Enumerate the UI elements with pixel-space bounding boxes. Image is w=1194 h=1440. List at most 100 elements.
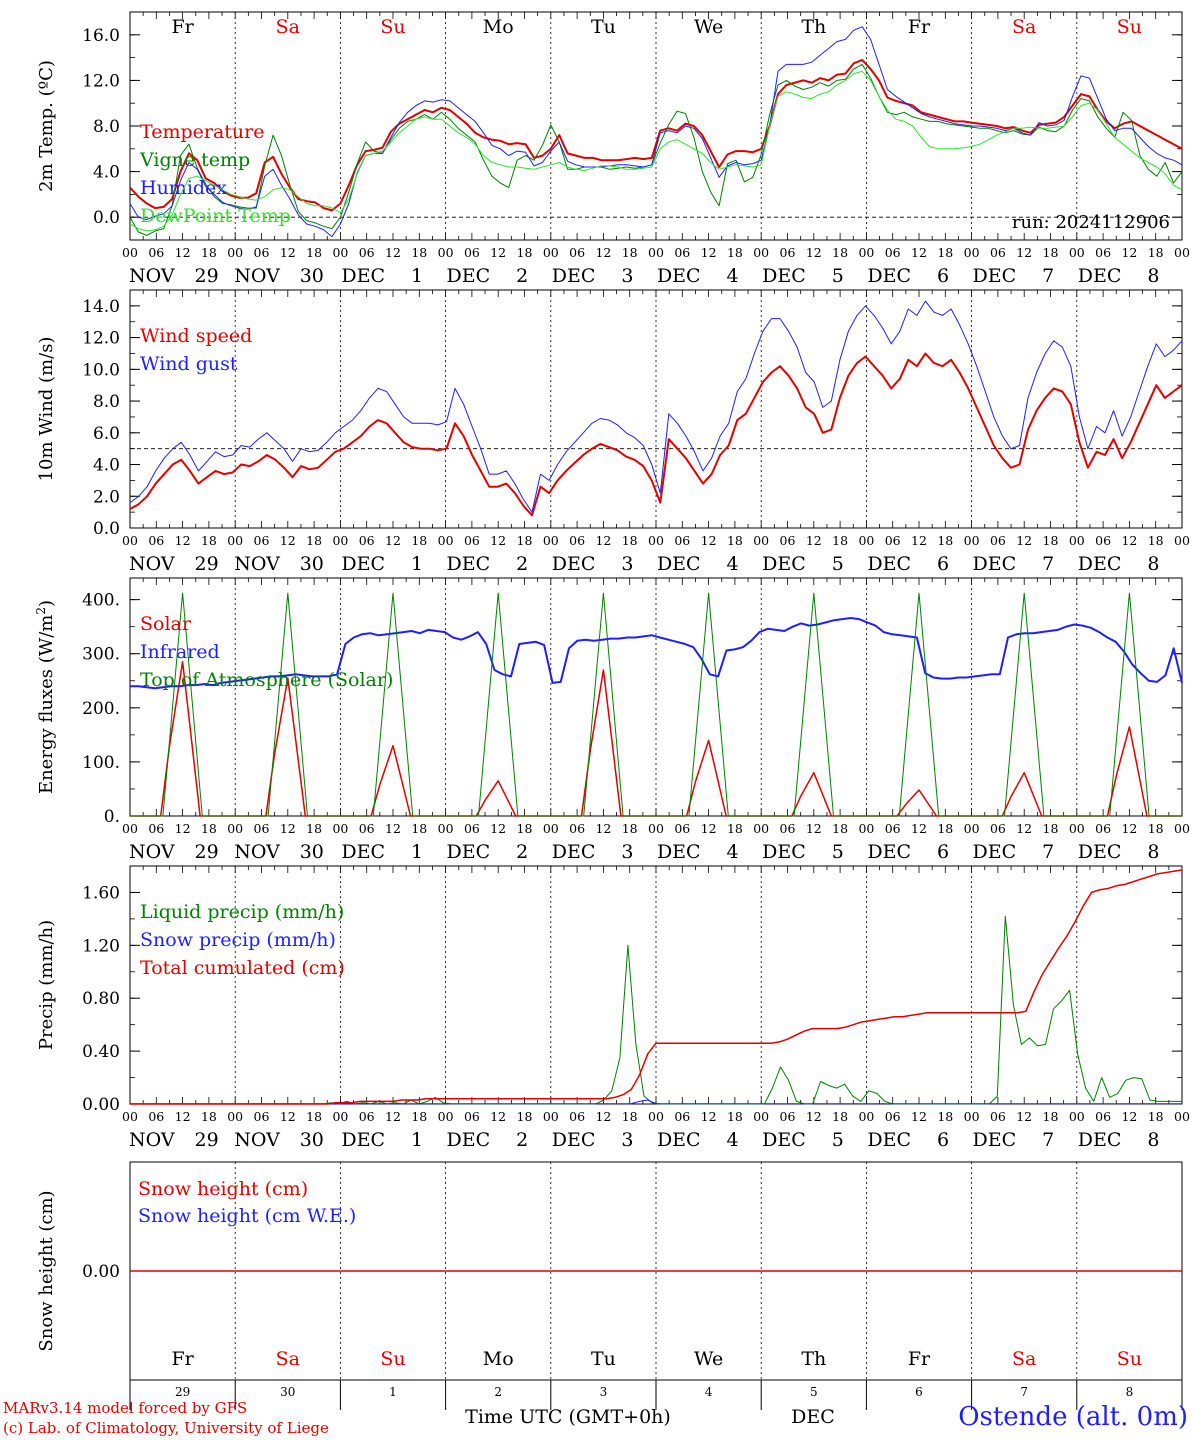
weekday-label: Mo xyxy=(483,1348,514,1370)
hour-tick-label: 12 xyxy=(701,1109,717,1124)
hour-tick-label: 06 xyxy=(780,821,796,836)
date-label: 8 xyxy=(1126,1385,1134,1399)
date-day-label: 7 xyxy=(1042,553,1054,575)
hour-tick-label: 12 xyxy=(595,1109,611,1124)
model-credit: MARv3.14 model forced by GFS xyxy=(3,1399,248,1417)
y-tick-label: 4.0 xyxy=(93,163,120,183)
copyright-credit: (c) Lab. of Climatology, University of L… xyxy=(3,1419,329,1437)
x-axis-label: Time UTC (GMT+0h) xyxy=(465,1406,671,1428)
hour-tick-label: 12 xyxy=(1121,533,1137,548)
hour-tick-label: 18 xyxy=(411,245,427,260)
hour-tick-label: 18 xyxy=(411,1109,427,1124)
hour-tick-label: 06 xyxy=(359,1109,375,1124)
hour-tick-label: 00 xyxy=(1069,1109,1085,1124)
hour-tick-label: 06 xyxy=(254,245,270,260)
hour-tick-label: 00 xyxy=(438,821,454,836)
hour-tick-label: 00 xyxy=(1069,821,1085,836)
hour-tick-label: 18 xyxy=(832,821,848,836)
hour-tick-label: 06 xyxy=(990,1109,1006,1124)
hour-tick-label: 18 xyxy=(411,533,427,548)
legend-entry: Top of Atmosphere (Solar) xyxy=(140,669,393,691)
hour-tick-label: 18 xyxy=(727,245,743,260)
date-day-label: 6 xyxy=(937,553,949,575)
y-tick-label: 100. xyxy=(82,753,120,773)
y-tick-label: 10.0 xyxy=(82,360,120,380)
hour-tick-label: 00 xyxy=(648,533,664,548)
hour-tick-label: 12 xyxy=(490,533,506,548)
y-tick-label: 0. xyxy=(104,807,120,827)
hour-tick-label: 12 xyxy=(280,1109,296,1124)
y-tick-label: 400. xyxy=(82,591,120,611)
hour-tick-label: 06 xyxy=(464,533,480,548)
weekday-label: Sa xyxy=(276,16,300,38)
date-month-label: NOV xyxy=(234,553,280,575)
date-day-label: 30 xyxy=(300,1129,324,1151)
hour-tick-label: 18 xyxy=(517,1109,533,1124)
hour-tick-label: 00 xyxy=(1069,533,1085,548)
date-label: 6 xyxy=(915,1385,923,1399)
weekday-label: Mo xyxy=(483,16,514,38)
legend-entry: Temperature xyxy=(140,121,264,143)
y-tick-label: 8.0 xyxy=(93,117,120,137)
date-day-label: 5 xyxy=(832,553,844,575)
date-month-label: DEC xyxy=(762,553,806,575)
date-label: 7 xyxy=(1020,1385,1028,1399)
hour-tick-label: 00 xyxy=(543,821,559,836)
hour-tick-label: 12 xyxy=(385,533,401,548)
date-month-label: DEC xyxy=(341,265,385,287)
y-tick-label: 6.0 xyxy=(93,424,120,444)
date-day-label: 30 xyxy=(300,265,324,287)
date-month-label: NOV xyxy=(129,265,175,287)
hour-tick-label: 00 xyxy=(543,245,559,260)
date-day-label: 8 xyxy=(1147,265,1159,287)
date-month-label: DEC xyxy=(552,265,596,287)
hour-tick-label: 06 xyxy=(464,821,480,836)
hour-tick-label: 12 xyxy=(280,245,296,260)
legend-entry: Infrared xyxy=(140,641,220,663)
month-label: DEC xyxy=(791,1406,835,1428)
hour-tick-label: 18 xyxy=(1043,821,1059,836)
date-day-label: 8 xyxy=(1147,841,1159,863)
hour-tick-label: 00 xyxy=(332,821,348,836)
date-month-label: DEC xyxy=(762,265,806,287)
hour-tick-label: 18 xyxy=(201,821,217,836)
date-month-label: NOV xyxy=(234,1129,280,1151)
hour-tick-label: 06 xyxy=(148,245,164,260)
date-day-label: 4 xyxy=(727,553,739,575)
date-month-label: DEC xyxy=(341,1129,385,1151)
hour-tick-label: 06 xyxy=(885,821,901,836)
hour-tick-label: 18 xyxy=(937,1109,953,1124)
hour-tick-label: 18 xyxy=(622,821,638,836)
y-tick-label: 0.00 xyxy=(82,1095,120,1115)
y-tick-label: 14.0 xyxy=(82,297,120,317)
date-month-label: DEC xyxy=(552,841,596,863)
hour-tick-label: 06 xyxy=(254,821,270,836)
hour-tick-label: 18 xyxy=(411,821,427,836)
hour-tick-label: 12 xyxy=(175,1109,191,1124)
date-day-label: 1 xyxy=(411,553,423,575)
hour-tick-label: 00 xyxy=(122,821,138,836)
series-line-humidex xyxy=(129,26,1183,238)
y-tick-label: 0.0 xyxy=(93,208,120,228)
hour-tick-label: 00 xyxy=(227,245,243,260)
hour-tick-label: 18 xyxy=(306,245,322,260)
hour-tick-label: 06 xyxy=(885,533,901,548)
date-day-label: 6 xyxy=(937,841,949,863)
run-label: run: 2024112906 xyxy=(1012,212,1170,233)
weekday-label: Sa xyxy=(1012,16,1036,38)
hour-tick-label: 12 xyxy=(595,533,611,548)
hour-tick-label: 06 xyxy=(674,821,690,836)
hour-tick-label: 06 xyxy=(780,533,796,548)
weekday-label: We xyxy=(694,1348,723,1370)
hour-tick-label: 00 xyxy=(1174,245,1190,260)
hour-tick-label: 00 xyxy=(438,533,454,548)
hour-tick-label: 12 xyxy=(1121,245,1137,260)
hour-tick-label: 18 xyxy=(201,533,217,548)
y-tick-label: 0.0 xyxy=(93,519,120,539)
date-month-label: DEC xyxy=(657,1129,701,1151)
hour-tick-label: 00 xyxy=(227,533,243,548)
date-month-label: DEC xyxy=(1078,265,1122,287)
weekday-label: Tu xyxy=(591,1348,616,1370)
date-month-label: DEC xyxy=(447,1129,491,1151)
date-day-label: 30 xyxy=(300,553,324,575)
